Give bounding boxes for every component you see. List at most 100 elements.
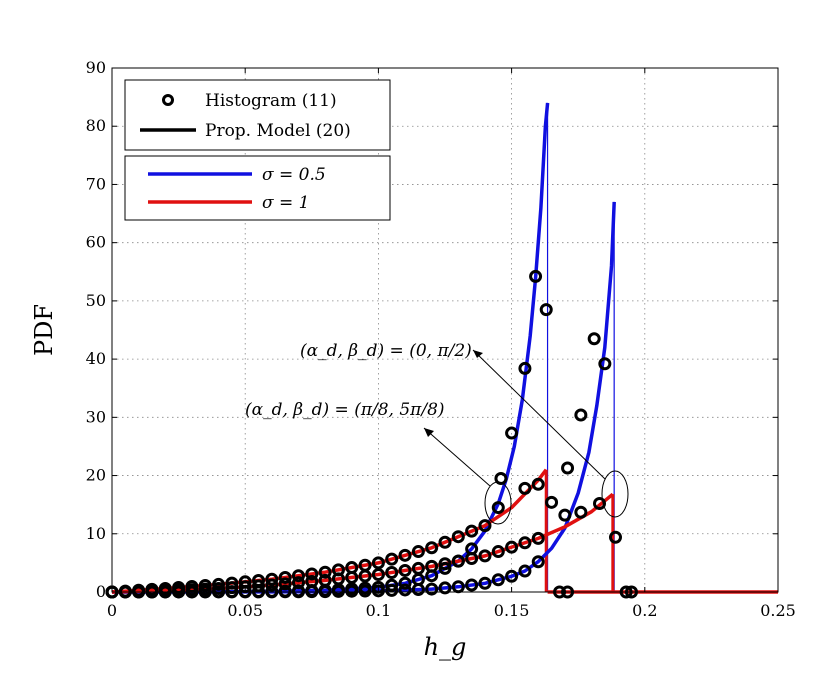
x-tick-label: 0.15 — [494, 601, 530, 620]
histogram-point — [438, 557, 452, 571]
histogram-point — [158, 584, 172, 598]
histogram-point — [425, 541, 439, 555]
histogram-point — [451, 554, 465, 568]
legend-sigma-box — [124, 155, 391, 221]
histogram-point — [505, 569, 519, 583]
histogram-point — [587, 332, 601, 346]
x-tick-label: 0.1 — [366, 601, 391, 620]
histogram-point — [252, 574, 266, 588]
x-tick-label: 0 — [107, 601, 117, 620]
histogram-point — [331, 572, 345, 586]
histogram-point — [385, 552, 399, 566]
histogram-point — [198, 582, 212, 596]
y-tick-label: 20 — [86, 466, 106, 485]
histogram-point — [371, 568, 385, 582]
histogram-point — [531, 555, 545, 569]
annotation-arrowhead-left — [424, 428, 434, 437]
histogram-point — [598, 357, 612, 371]
histogram-point — [345, 570, 359, 584]
histogram-point — [529, 269, 543, 283]
histogram-point — [398, 576, 412, 590]
histogram-point — [252, 579, 266, 593]
histogram-point — [371, 556, 385, 570]
histogram-point — [371, 584, 385, 598]
histogram-point — [518, 361, 532, 375]
histogram-point — [608, 530, 622, 544]
histogram-point — [561, 461, 575, 475]
histogram-point — [225, 576, 239, 590]
histogram-point — [318, 573, 332, 587]
histogram-point — [411, 583, 425, 597]
histogram-point — [505, 540, 519, 554]
histogram-point — [345, 584, 359, 598]
histogram-point — [438, 581, 452, 595]
histogram-point — [494, 471, 508, 485]
legend-histogram-marker — [162, 94, 174, 106]
legend-model-label: Prop. Model (20) — [205, 121, 351, 141]
histogram-point — [212, 582, 226, 596]
histogram-point — [145, 584, 159, 598]
annotation-label-0-pi2: (α_d, β_d) = (0, π/2) — [300, 341, 472, 361]
histogram-point — [478, 519, 492, 533]
histogram-point — [438, 535, 452, 549]
histogram-point — [518, 536, 532, 550]
histogram-point — [318, 565, 332, 579]
histogram-point — [491, 573, 505, 587]
legend-markers-box — [124, 79, 391, 151]
histogram-point — [531, 531, 545, 545]
histogram-point — [465, 578, 479, 592]
legend-sigma-05-label: σ = 0.5 — [262, 165, 326, 185]
legend-histogram-label: Histogram (11) — [205, 91, 337, 111]
y-axis-label: PDF — [30, 304, 58, 356]
histogram-point — [539, 303, 553, 317]
y-tick-label: 70 — [86, 174, 106, 193]
histogram-point — [465, 552, 479, 566]
histogram-point — [291, 569, 305, 583]
x-tick-label: 0.05 — [227, 601, 263, 620]
y-tick-label: 0 — [96, 582, 106, 601]
histogram-point — [385, 565, 399, 579]
histogram-point — [358, 569, 372, 583]
histogram-point — [425, 582, 439, 596]
histogram-point — [398, 548, 412, 562]
histogram-point — [411, 545, 425, 559]
y-tick-label: 90 — [86, 58, 106, 77]
histogram-point — [305, 575, 319, 589]
x-axis-label: h_g — [424, 633, 467, 661]
histogram-point — [291, 576, 305, 590]
histogram-point — [385, 583, 399, 597]
histogram-point — [438, 561, 452, 575]
annotations: (α_d, β_d) = (0, π/2) (α_d, β_d) = (π/8,… — [245, 341, 629, 525]
histogram-point — [451, 530, 465, 544]
histogram-point — [465, 524, 479, 538]
histogram-point — [265, 578, 279, 592]
histogram-point — [305, 567, 319, 581]
y-tick-label: 80 — [86, 116, 106, 135]
histogram-point — [574, 408, 588, 422]
annotation-ellipse-right — [601, 470, 629, 518]
histogram-point — [425, 559, 439, 573]
histogram-point — [491, 501, 505, 515]
histogram-point — [185, 583, 199, 597]
histogram-point — [478, 549, 492, 563]
histogram-point — [593, 497, 607, 511]
histogram-point — [505, 426, 519, 440]
axis-ticks: 0 0.05 0.1 0.15 0.2 0.25 0 10 20 30 40 50 60 70 80 90 — [86, 58, 796, 620]
y-tick-label: 40 — [86, 349, 106, 368]
histogram-point — [491, 545, 505, 559]
histogram-point — [172, 583, 186, 597]
histogram-point — [132, 584, 146, 598]
histogram-point — [238, 575, 252, 589]
y-tick-label: 10 — [86, 524, 106, 543]
histogram-point — [518, 564, 532, 578]
y-tick-label: 60 — [86, 233, 106, 252]
histogram-point — [278, 577, 292, 591]
annotation-label-pi8-5pi8: (α_d, β_d) = (π/8, 5π/8) — [245, 400, 445, 420]
histogram-point — [278, 570, 292, 584]
annotation-ellipse-left — [484, 481, 512, 525]
legend-sigma: σ = 0.5 σ = 1 — [124, 155, 391, 221]
plot-frame — [111, 67, 779, 593]
histogram-point — [411, 561, 425, 575]
histogram-point — [398, 583, 412, 597]
